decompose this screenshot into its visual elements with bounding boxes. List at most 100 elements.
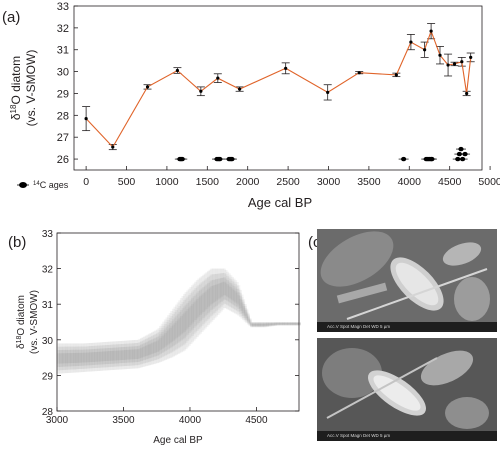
panel-b-density-strip: [197, 291, 201, 323]
panel-a-data-point: [394, 73, 398, 77]
panel-b-x-tick-label: 3000: [46, 415, 69, 426]
panel-b-density-strip: [215, 273, 218, 312]
panel-b-density-strip: [173, 317, 177, 345]
panel-b-density-strip: [147, 344, 151, 355]
panel-b-density-strip: [93, 348, 97, 365]
panel-b-density-strip: [286, 323, 290, 325]
panel-b-density-strip: [173, 322, 177, 340]
panel-b-density-strip: [243, 307, 247, 318]
panel-a-data-point: [111, 145, 115, 149]
panel-b-density-strip: [181, 296, 185, 352]
panel-b-density-strip: [92, 342, 96, 372]
panel-b-density-strip: [285, 322, 289, 325]
panel-b-density-strip: [270, 322, 274, 327]
panel-b-density-strip: [250, 323, 254, 327]
panel-b-density-strip: [219, 268, 223, 312]
panel-b-density-strip: [108, 344, 112, 368]
panel-b-density-strip: [237, 295, 241, 306]
panel-b-density-strip: [92, 349, 96, 365]
panel-b-density-strip: [133, 349, 137, 360]
panel-b-density-strip: [73, 349, 76, 367]
panel-b-density-strip: [179, 298, 183, 353]
sem-info-bar-2: Acc.V Spot Magn Det WD 5 µm: [317, 431, 497, 441]
panel-b-density-strip: [141, 337, 145, 367]
panel-a-data-point: [429, 29, 433, 33]
panel-b-density-strip: [251, 323, 255, 327]
panel-b-density-strip: [71, 353, 75, 363]
panel-b-density-strip: [208, 287, 212, 306]
panel-b-density-strip: [77, 352, 81, 363]
panel-b-density-strip: [267, 322, 271, 327]
panel-b-density-strip: [149, 336, 153, 362]
panel-b-density-strip: [96, 342, 100, 371]
panel-b-density-strip: [98, 351, 102, 362]
panel-b-density-strip: [103, 351, 107, 362]
panel-b-density-strip: [101, 351, 105, 362]
panel-b-density-strip: [197, 278, 201, 336]
panel-a-x-tick-label: 3000: [317, 176, 341, 188]
panel-b-density-strip: [157, 339, 161, 352]
panel-b-density-strip: [250, 322, 254, 327]
panel-b-density-strip: [245, 310, 249, 322]
panel-b-x-tick-label: 4500: [245, 415, 268, 426]
panel-b-density-strip: [238, 295, 242, 312]
panel-b-density-strip: [124, 343, 127, 366]
panel-a-x-tick-label: 500: [118, 176, 136, 188]
panel-b-density-strip: [101, 345, 105, 368]
panel-b-density-strip: [128, 349, 132, 360]
sem-info-bar-1: Acc.V Spot Magn Det WD 5 µm: [317, 322, 497, 332]
panel-b-density-strip: [229, 283, 233, 304]
panel-b-density-strip: [203, 291, 207, 311]
panel-b-density-strip: [146, 334, 150, 366]
panel-b-density-strip: [254, 323, 258, 327]
panel-b-density-strip: [106, 351, 110, 361]
panel-b-density-strip: [127, 343, 131, 366]
panel-b-density-strip: [147, 340, 151, 359]
panel-a-points: [84, 29, 473, 149]
panel-b-density-strip: [258, 323, 261, 327]
panel-b-density-strip: [116, 347, 119, 364]
panel-b-density-strip: [60, 346, 64, 371]
panel-b-density-strip: [109, 344, 113, 367]
panel-b-density-strip: [280, 322, 284, 326]
panel-b-density-strip: [215, 268, 218, 317]
panel-a-x-tick-label: 4000: [398, 176, 422, 188]
panel-b-density-strip: [173, 306, 177, 356]
panel-b-density-strip: [189, 293, 193, 338]
panel-a-data-point: [460, 60, 464, 64]
panel-b-density-strip: [269, 322, 273, 327]
panel-b-density-strip: [92, 345, 96, 369]
panel-a-data-point: [284, 66, 288, 70]
panel-b-density-strip: [184, 298, 188, 343]
panel-b-density-strip: [283, 323, 287, 325]
panel-b-density-strip: [130, 349, 134, 360]
panel-b-density-strip: [194, 300, 198, 320]
panel-b-density-strip: [203, 285, 207, 317]
panel-b-density-strip: [181, 302, 185, 346]
panel-b-density-strip: [119, 341, 123, 370]
panel-b-density-strip: [151, 342, 155, 354]
panel-b-density-strip: [232, 282, 236, 309]
panel-b-density-strip: [159, 337, 163, 351]
panel-b-density-strip: [195, 280, 199, 338]
panel-b-density-strip: [79, 343, 83, 373]
panel-b-density-strip: [207, 270, 210, 326]
panel-b-density-strip: [125, 349, 129, 360]
c14-age-marker: [460, 151, 471, 157]
panel-a-y-tick-label: 32: [57, 23, 69, 35]
panel-b-density-strip: [219, 278, 223, 302]
panel-b-density-strip: [143, 343, 147, 360]
panel-b-density-strip: [162, 325, 166, 357]
panel-b-density-strip: [229, 279, 233, 308]
panel-b-density-strip: [192, 289, 196, 335]
panel-b-density-strip: [114, 350, 118, 361]
panel-b-density-strip: [278, 322, 282, 326]
panel-b-density-strip: [227, 281, 231, 303]
panel-b-density-strip: [114, 344, 118, 367]
panel-b-y-tick-label: 32: [42, 265, 54, 276]
panel-b-density-strip: [178, 306, 182, 348]
panel-b-density-strip: [195, 286, 199, 331]
panel-b-density-strip: [77, 349, 81, 366]
panel-a-label: (a): [2, 9, 20, 26]
panel-b-density-band: [57, 268, 301, 374]
